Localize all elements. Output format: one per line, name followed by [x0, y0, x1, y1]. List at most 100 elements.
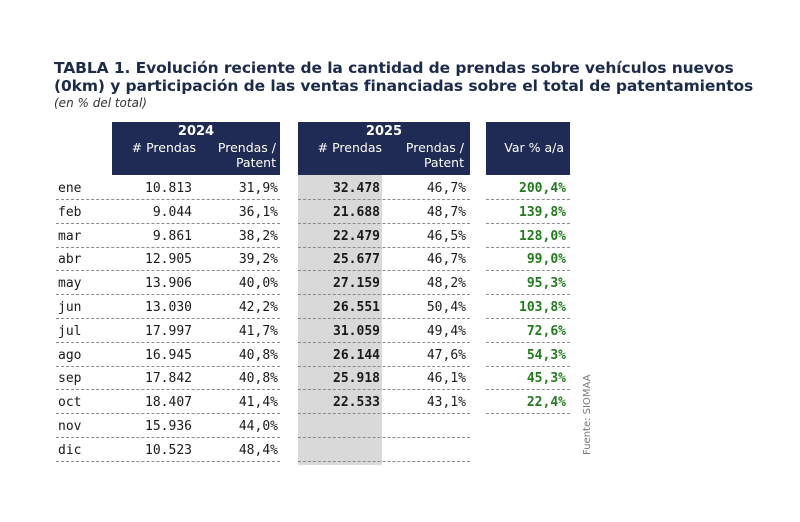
- row-separator: [56, 199, 280, 200]
- prendas-2024-cell: 9.044: [152, 205, 192, 220]
- month-cell: ene: [58, 181, 82, 196]
- prendas-2025-cell: 22.479: [333, 229, 380, 244]
- prendas-2024-cell: 10.813: [145, 181, 192, 196]
- month-cell: feb: [58, 205, 82, 220]
- row-separator: [56, 294, 280, 295]
- row-separator: [486, 199, 570, 200]
- prendas-patent-2024-cell: 39,2%: [238, 252, 278, 267]
- row-separator: [56, 247, 280, 248]
- table-row: oct 18.407 41,4% 22.533 43,1% 22,4%: [0, 391, 800, 414]
- prendas-2025-cell: 25.677: [333, 252, 380, 267]
- prendas-2025-cell: 26.551: [333, 300, 380, 315]
- row-separator: [486, 223, 570, 224]
- prendas-patent-2024-cell: 31,9%: [238, 181, 278, 196]
- table-row: may 13.906 40,0% 27.159 48,2% 95,3%: [0, 272, 800, 295]
- month-cell: oct: [58, 395, 82, 410]
- col-prendas-patent-2025-line1: Prendas /: [405, 140, 464, 155]
- row-separator: [298, 437, 470, 438]
- table-row: sep 17.842 40,8% 25.918 46,1% 45,3%: [0, 367, 800, 390]
- month-cell: may: [58, 276, 82, 291]
- table-row: feb 9.044 36,1% 21.688 48,7% 139,8%: [0, 201, 800, 224]
- prendas-2024-cell: 16.945: [145, 348, 192, 363]
- col-prendas-patent-2024: Prendas / Patent: [200, 140, 276, 170]
- prendas-patent-2025-cell: 46,7%: [426, 181, 466, 196]
- row-separator: [56, 223, 280, 224]
- col-prendas-2025: # Prendas: [317, 140, 382, 155]
- col-prendas-patent-2024-line2: Patent: [235, 155, 276, 170]
- row-separator: [486, 318, 570, 319]
- prendas-patent-2025-cell: 48,2%: [426, 276, 466, 291]
- prendas-patent-2024-cell: 40,8%: [238, 371, 278, 386]
- row-separator: [486, 270, 570, 271]
- prendas-2024-cell: 17.997: [145, 324, 192, 339]
- prendas-2025-cell: 21.688: [333, 205, 380, 220]
- prendas-2024-cell: 13.906: [145, 276, 192, 291]
- prendas-patent-2025-cell: 46,5%: [426, 229, 466, 244]
- row-separator: [298, 342, 470, 343]
- prendas-patent-2024-cell: 41,4%: [238, 395, 278, 410]
- table-row: ago 16.945 40,8% 26.144 47,6% 54,3%: [0, 344, 800, 367]
- prendas-2025-cell: 27.159: [333, 276, 380, 291]
- month-cell: jul: [58, 324, 82, 339]
- row-separator: [486, 413, 570, 414]
- row-separator: [298, 389, 470, 390]
- table-row: abr 12.905 39,2% 25.677 46,7% 99,0%: [0, 248, 800, 271]
- row-separator: [486, 294, 570, 295]
- row-separator: [298, 413, 470, 414]
- row-separator: [56, 461, 280, 462]
- prendas-2025-cell: 32.478: [333, 181, 380, 196]
- row-separator: [298, 294, 470, 295]
- prendas-patent-2024-cell: 44,0%: [238, 419, 278, 434]
- row-separator: [56, 366, 280, 367]
- var-cell: 99,0%: [526, 252, 566, 267]
- prendas-patent-2024-cell: 48,4%: [238, 443, 278, 458]
- month-cell: mar: [58, 229, 82, 244]
- prendas-patent-2025-cell: 43,1%: [426, 395, 466, 410]
- header-2025: 2025 # Prendas Prendas / Patent: [298, 122, 470, 175]
- year-2025-label: 2025: [365, 124, 403, 139]
- row-separator: [486, 342, 570, 343]
- prendas-patent-2025-cell: 49,4%: [426, 324, 466, 339]
- table-row: dic 10.523 48,4%: [0, 439, 800, 462]
- col-var: Var % a/a: [504, 140, 564, 155]
- row-separator: [298, 270, 470, 271]
- row-separator: [486, 247, 570, 248]
- month-cell: abr: [58, 252, 82, 267]
- header-var: Var % a/a: [486, 122, 570, 175]
- var-cell: 54,3%: [526, 348, 566, 363]
- table-subtitle: (en % del total): [54, 96, 147, 110]
- row-separator: [56, 342, 280, 343]
- month-cell: dic: [58, 443, 82, 458]
- var-cell: 72,6%: [526, 324, 566, 339]
- prendas-2025-cell: 26.144: [333, 348, 380, 363]
- col-prendas-patent-2025-line2: Patent: [423, 155, 464, 170]
- prendas-patent-2024-cell: 41,7%: [238, 324, 278, 339]
- prendas-2024-cell: 13.030: [145, 300, 192, 315]
- prendas-patent-2025-cell: 48,7%: [426, 205, 466, 220]
- prendas-patent-2024-cell: 40,8%: [238, 348, 278, 363]
- prendas-patent-2025-cell: 47,6%: [426, 348, 466, 363]
- prendas-2025-cell: 25.918: [333, 371, 380, 386]
- col-prendas-patent-2024-line1: Prendas /: [217, 140, 276, 155]
- row-separator: [486, 389, 570, 390]
- month-cell: ago: [58, 348, 82, 363]
- prendas-2024-cell: 17.842: [145, 371, 192, 386]
- prendas-2024-cell: 9.861: [152, 229, 192, 244]
- row-separator: [298, 461, 470, 462]
- row-separator: [298, 366, 470, 367]
- prendas-2024-cell: 18.407: [145, 395, 192, 410]
- col-prendas-patent-2025: Prendas / Patent: [388, 140, 464, 170]
- var-cell: 128,0%: [519, 229, 566, 244]
- header-2024: 2024 # Prendas Prendas / Patent: [112, 122, 280, 175]
- var-cell: 200,4%: [519, 181, 566, 196]
- month-cell: jun: [58, 300, 82, 315]
- row-separator: [298, 247, 470, 248]
- var-cell: 22,4%: [526, 395, 566, 410]
- month-cell: nov: [58, 419, 82, 434]
- var-cell: 139,8%: [519, 205, 566, 220]
- prendas-2025-cell: 22.533: [333, 395, 380, 410]
- table-row: jul 17.997 41,7% 31.059 49,4% 72,6%: [0, 320, 800, 343]
- col-prendas-2024: # Prendas: [131, 140, 196, 155]
- prendas-patent-2024-cell: 40,0%: [238, 276, 278, 291]
- var-cell: 45,3%: [526, 371, 566, 386]
